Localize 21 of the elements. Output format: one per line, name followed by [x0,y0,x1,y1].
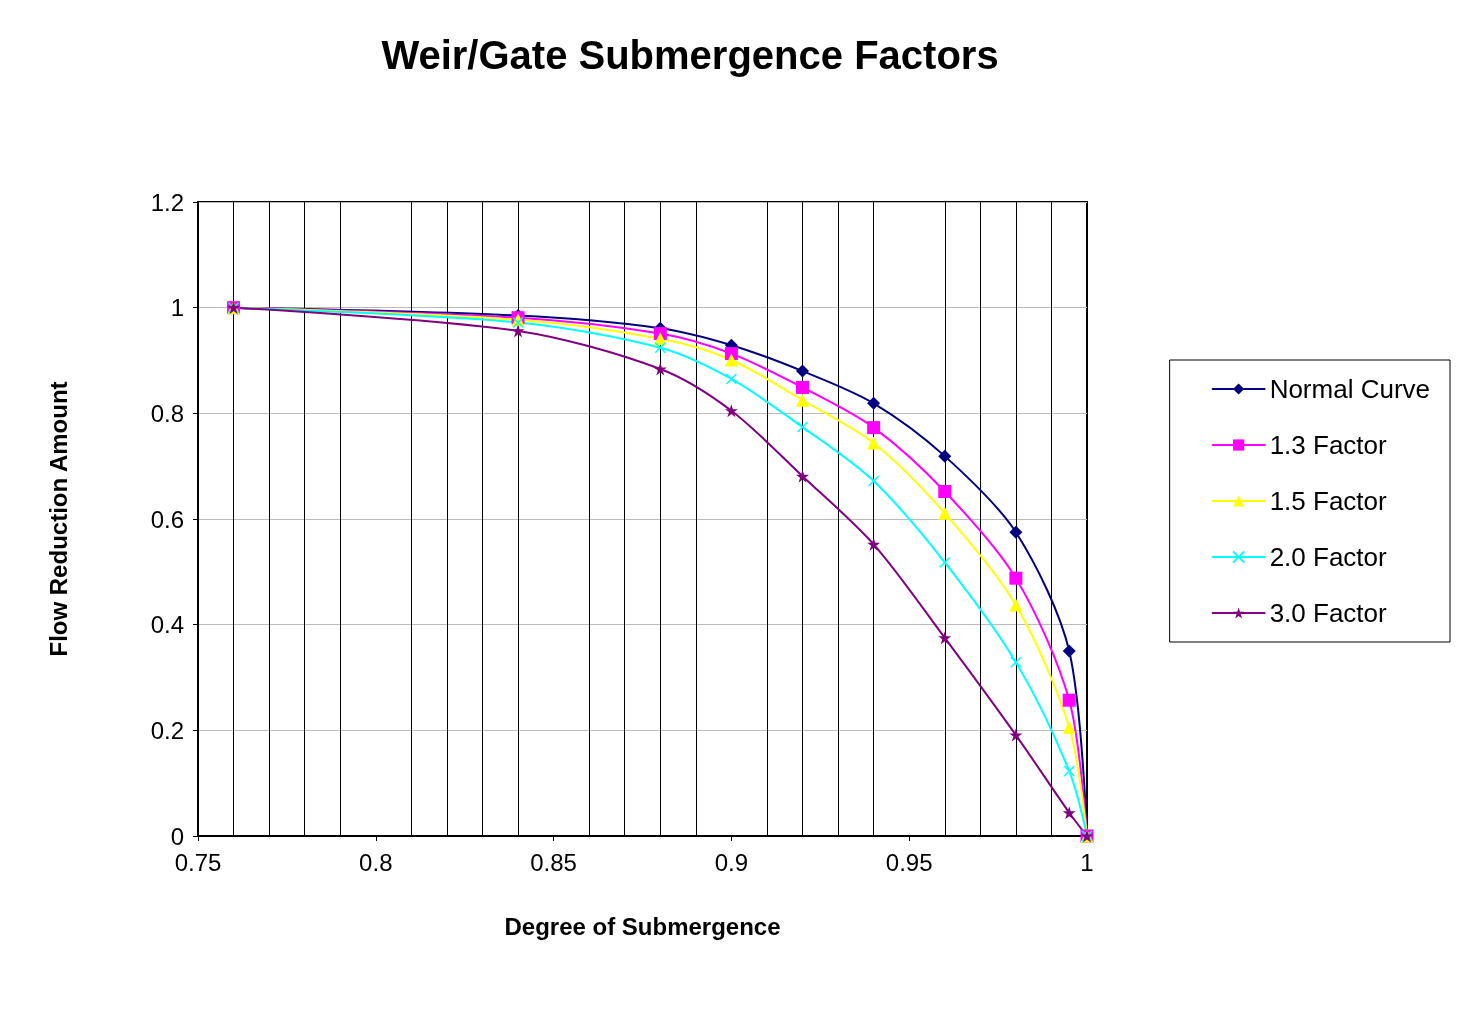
x-tick-label: 0.75 [174,848,222,876]
x-tick-label: 0.9 [714,848,749,876]
legend-label: 3.0 Factor [1269,598,1388,628]
x-tick-label: 0.95 [885,848,933,876]
x-tick-label: 0.85 [530,848,577,876]
y-tick-label: 0.2 [150,716,184,744]
y-tick-label: 0 [170,822,184,850]
y-tick-label: 0.4 [150,611,184,639]
legend-label: 1.3 Factor [1269,430,1388,460]
y-tick-label: 1 [170,294,184,322]
x-axis-title: Degree of Submergence [504,912,781,940]
x-tick-label: 1 [1080,848,1094,876]
chart-title: Weir/Gate Submergence Factors [381,33,999,77]
x-tick-label: 0.8 [359,848,393,876]
legend-label: 2.0 Factor [1269,542,1388,572]
legend-label: Normal Curve [1269,374,1431,404]
y-tick-label: 1.2 [150,188,184,216]
y-tick-label: 0.8 [150,399,184,427]
y-tick-label: 0.6 [150,505,184,533]
legend-label: 1.5 Factor [1269,486,1388,516]
y-axis-title: Flow Reduction Amount [44,381,72,657]
